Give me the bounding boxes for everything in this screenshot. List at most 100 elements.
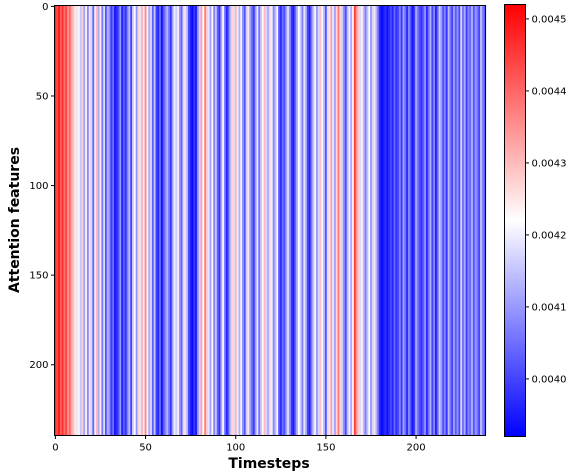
heatmap-column xyxy=(440,5,443,436)
heatmap-column xyxy=(344,5,348,436)
heatmap-column xyxy=(476,5,479,436)
heatmap-column xyxy=(366,5,369,436)
heatmap-column xyxy=(58,5,61,436)
heatmap-column xyxy=(242,5,245,436)
heatmap-column xyxy=(389,5,393,436)
heatmap-column xyxy=(171,5,175,436)
heatmap-column xyxy=(301,5,304,436)
heatmap-column xyxy=(373,5,377,436)
heatmap-column xyxy=(312,5,315,436)
heatmap-column xyxy=(279,5,283,436)
heatmap-column xyxy=(361,5,364,436)
heatmap-cells xyxy=(54,5,487,436)
heatmap-column xyxy=(352,5,355,436)
heatmap-column xyxy=(429,5,432,436)
heatmap-column xyxy=(353,5,357,436)
heatmap-column xyxy=(224,5,227,436)
heatmap-column xyxy=(480,5,483,436)
heatmap-column xyxy=(451,5,454,436)
heatmap-column xyxy=(424,5,427,436)
heatmap-column xyxy=(371,5,375,436)
heatmap-column xyxy=(182,5,185,436)
heatmap-column xyxy=(314,5,317,436)
heatmap-column xyxy=(256,5,259,436)
heatmap-column xyxy=(274,5,277,436)
heatmap-column xyxy=(393,5,396,436)
heatmap-column xyxy=(467,5,470,436)
heatmap-column xyxy=(81,5,84,436)
heatmap-column xyxy=(438,5,442,436)
heatmap-column xyxy=(465,5,469,436)
heatmap-column xyxy=(178,5,182,436)
heatmap-column xyxy=(447,5,451,436)
heatmap-column xyxy=(398,5,402,436)
heatmap-column xyxy=(205,5,209,436)
heatmap-column xyxy=(379,5,382,436)
heatmap-column xyxy=(104,5,108,436)
heatmap-column xyxy=(328,5,332,436)
heatmap-column xyxy=(433,5,436,436)
heatmap-column xyxy=(332,5,335,436)
x-tick-label: 0 xyxy=(52,443,58,454)
heatmap-column xyxy=(160,5,164,436)
heatmap-column xyxy=(180,5,184,436)
heatmap-column xyxy=(294,5,297,436)
heatmap-column xyxy=(281,5,285,436)
heatmap-column xyxy=(249,5,252,436)
heatmap-column xyxy=(283,5,286,436)
heatmap-column xyxy=(472,5,476,436)
heatmap-column xyxy=(458,5,461,436)
heatmap-column xyxy=(425,5,429,436)
heatmap-column xyxy=(261,5,265,436)
heatmap-column xyxy=(220,5,223,436)
heatmap-column xyxy=(233,5,236,436)
heatmap-column xyxy=(321,5,324,436)
heatmap-column xyxy=(59,5,63,436)
heatmap-column xyxy=(260,5,263,436)
heatmap-column xyxy=(435,5,438,436)
heatmap-column xyxy=(310,5,313,436)
heatmap-column xyxy=(144,5,148,436)
heatmap-column xyxy=(350,5,353,436)
colorbar-tick-label: 0.0041 xyxy=(532,302,567,313)
y-tick-label: 200 xyxy=(29,360,48,371)
heatmap-column xyxy=(159,5,162,436)
heatmap-column xyxy=(169,5,173,436)
heatmap-column xyxy=(72,5,75,436)
heatmap-column xyxy=(413,5,416,436)
heatmap-column xyxy=(343,5,346,436)
heatmap-column xyxy=(86,5,90,436)
heatmap-column xyxy=(70,5,74,436)
heatmap-column xyxy=(67,5,70,436)
heatmap-column xyxy=(63,5,66,436)
heatmap-column xyxy=(101,5,104,436)
heatmap-column xyxy=(209,5,212,436)
x-tick-label: 100 xyxy=(226,443,245,454)
heatmap-column xyxy=(290,5,294,436)
heatmap-column xyxy=(456,5,460,436)
heatmap-column xyxy=(288,5,292,436)
y-axis: 0 50 100 150 200 xyxy=(29,2,55,371)
heatmap-column xyxy=(65,5,68,436)
heatmap-column xyxy=(337,5,341,436)
heatmap-column xyxy=(474,5,478,436)
heatmap-column xyxy=(240,5,243,436)
heatmap-column xyxy=(99,5,102,436)
heatmap-column xyxy=(442,5,445,436)
heatmap-column xyxy=(359,5,362,436)
heatmap-column xyxy=(247,5,250,436)
heatmap-column xyxy=(114,5,117,436)
colorbar-tick-label: 0.0044 xyxy=(532,86,567,97)
heatmap-column xyxy=(166,5,169,436)
heatmap-column xyxy=(420,5,423,436)
heatmap-column xyxy=(95,5,99,436)
heatmap-column xyxy=(384,5,387,436)
heatmap-column xyxy=(276,5,279,436)
heatmap-column xyxy=(128,5,131,436)
heatmap-column xyxy=(117,5,121,436)
heatmap-column xyxy=(292,5,295,436)
heatmap-column xyxy=(189,5,193,436)
heatmap-column xyxy=(449,5,452,436)
y-axis-label: Attention features xyxy=(7,147,23,293)
